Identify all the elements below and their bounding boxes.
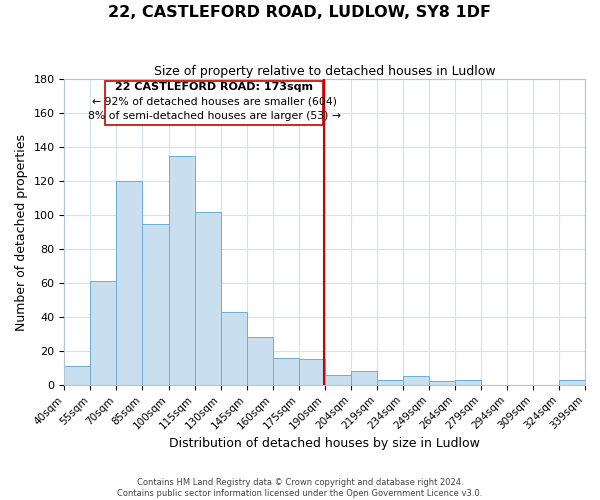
Bar xyxy=(429,382,455,385)
Bar xyxy=(221,312,247,385)
X-axis label: Distribution of detached houses by size in Ludlow: Distribution of detached houses by size … xyxy=(169,437,480,450)
Bar xyxy=(272,358,299,385)
Bar xyxy=(247,338,272,385)
Bar xyxy=(142,224,169,385)
FancyBboxPatch shape xyxy=(105,81,323,125)
Y-axis label: Number of detached properties: Number of detached properties xyxy=(15,134,28,330)
Bar xyxy=(559,380,585,385)
Bar xyxy=(455,380,481,385)
Bar xyxy=(91,282,116,385)
Bar xyxy=(377,380,403,385)
Text: 22, CASTLEFORD ROAD, LUDLOW, SY8 1DF: 22, CASTLEFORD ROAD, LUDLOW, SY8 1DF xyxy=(109,5,491,20)
Bar xyxy=(403,376,429,385)
Bar xyxy=(325,374,351,385)
Bar xyxy=(169,156,194,385)
Bar xyxy=(299,360,325,385)
Text: Contains HM Land Registry data © Crown copyright and database right 2024.
Contai: Contains HM Land Registry data © Crown c… xyxy=(118,478,482,498)
Bar xyxy=(194,212,221,385)
Text: 22 CASTLEFORD ROAD: 173sqm: 22 CASTLEFORD ROAD: 173sqm xyxy=(115,82,313,92)
Bar xyxy=(351,372,377,385)
Text: ← 92% of detached houses are smaller (604): ← 92% of detached houses are smaller (60… xyxy=(92,96,337,106)
Bar xyxy=(116,181,142,385)
Text: 8% of semi-detached houses are larger (53) →: 8% of semi-detached houses are larger (5… xyxy=(88,110,341,120)
Bar xyxy=(64,366,91,385)
Title: Size of property relative to detached houses in Ludlow: Size of property relative to detached ho… xyxy=(154,65,496,78)
